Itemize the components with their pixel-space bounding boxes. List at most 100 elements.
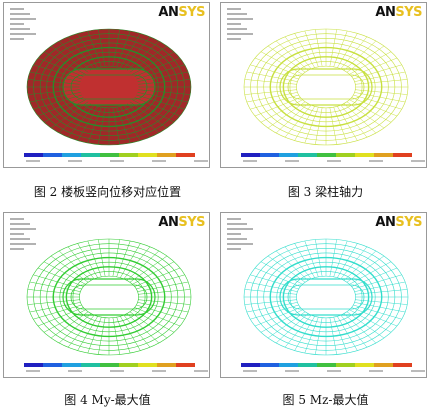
- mesh-radial: [260, 99, 303, 123]
- mesh-radial: [254, 267, 301, 287]
- logo: ANSYS: [375, 5, 422, 20]
- colorbar-segment: [62, 363, 81, 367]
- mesh-radial: [275, 313, 309, 344]
- mesh-radial: [87, 107, 102, 144]
- colorbar-segment: [260, 363, 279, 367]
- colorbar-segment: [279, 363, 298, 367]
- logo-part: AN: [158, 5, 179, 20]
- mesh-radial: [134, 267, 181, 287]
- mesh-radial: [33, 64, 82, 80]
- mesh-radial: [354, 71, 406, 82]
- mesh-radial: [353, 304, 402, 320]
- mesh-radial: [284, 314, 312, 348]
- mesh-radial: [333, 30, 348, 67]
- mesh-radial: [43, 99, 86, 123]
- mesh-radial: [67, 104, 95, 138]
- mesh-radial: [351, 57, 398, 77]
- logo-part: AN: [375, 215, 396, 230]
- mesh-radial: [27, 289, 80, 295]
- logo: ANSYS: [375, 215, 422, 230]
- mesh-radial: [136, 274, 185, 290]
- mesh-radial: [351, 267, 398, 287]
- mesh-radial: [351, 307, 398, 327]
- mesh-radial: [267, 311, 306, 339]
- mesh-radial: [50, 101, 89, 129]
- mesh-radial: [137, 92, 189, 103]
- colorbar-segment: [138, 363, 157, 367]
- logo-part: SYS: [178, 215, 205, 230]
- mesh-radial: [294, 33, 315, 68]
- mesh-radial: [50, 311, 89, 339]
- mesh-radial: [284, 246, 312, 280]
- mesh-radial: [349, 99, 392, 123]
- mesh-radial: [137, 71, 189, 82]
- mesh-radial: [98, 29, 106, 67]
- colorbar-segment: [24, 153, 43, 157]
- mesh-radial: [67, 314, 95, 348]
- mesh-radial: [132, 99, 175, 123]
- mesh-radial: [349, 261, 392, 285]
- colorbar-segment: [241, 153, 260, 157]
- colorbar-segment: [100, 363, 119, 367]
- mesh-radial: [37, 267, 84, 287]
- mesh-radial: [294, 243, 315, 278]
- mesh-radial: [244, 89, 297, 95]
- caption: 图 3 梁柱轴力: [287, 185, 364, 199]
- colorbar-segment: [336, 363, 355, 367]
- mesh-radial: [337, 316, 358, 351]
- colorbar-segment: [138, 153, 157, 157]
- mesh-radial: [112, 107, 120, 145]
- colorbar-segment: [279, 153, 298, 157]
- figure-panel: ANSYS: [3, 2, 210, 168]
- mesh-radial: [77, 243, 98, 278]
- plot: [227, 218, 425, 372]
- mesh-radial: [315, 317, 323, 355]
- mesh-radial: [136, 94, 185, 110]
- mesh-radial: [112, 317, 120, 355]
- mesh-radial: [284, 36, 312, 70]
- mesh-radial: [50, 255, 89, 283]
- mesh-radial: [349, 51, 392, 75]
- colorbar-segment: [62, 153, 81, 157]
- mesh-radial: [29, 71, 81, 82]
- colorbar-segment: [176, 153, 195, 157]
- mesh-radial: [116, 240, 131, 277]
- mesh-radial: [58, 250, 92, 281]
- mesh-radial: [284, 104, 312, 138]
- mesh-radial: [58, 103, 92, 134]
- mesh-radial: [67, 246, 95, 280]
- mesh-radial: [254, 307, 301, 327]
- logo: ANSYS: [158, 215, 205, 230]
- mesh-radial: [37, 57, 84, 77]
- mesh-radial: [333, 240, 348, 277]
- mesh-radial: [355, 79, 408, 85]
- mesh-radial: [29, 281, 81, 292]
- colorbar-segment: [298, 153, 317, 157]
- mesh-radial: [58, 313, 92, 344]
- colorbar-segment: [317, 153, 336, 157]
- mesh-radial: [250, 64, 299, 80]
- figure-panel: ANSYS: [3, 212, 210, 378]
- logo-part: AN: [375, 5, 396, 20]
- inner-track: [287, 74, 365, 100]
- mesh-radial: [43, 51, 86, 75]
- mesh-radial: [120, 243, 141, 278]
- mesh-radial: [138, 89, 191, 95]
- mesh-radial: [67, 36, 95, 70]
- mesh-radial: [246, 92, 298, 103]
- mesh-radial: [116, 107, 131, 144]
- mesh-radial: [138, 299, 191, 305]
- mesh-radial: [304, 240, 319, 277]
- mesh-radial: [33, 94, 82, 110]
- mesh-radial: [304, 107, 319, 144]
- mesh-radial: [343, 313, 377, 344]
- mesh-radial: [250, 274, 299, 290]
- colorbar-segment: [317, 363, 336, 367]
- logo-part: SYS: [395, 215, 422, 230]
- mesh-radial: [98, 317, 106, 355]
- mesh-radial: [355, 289, 408, 295]
- mesh-radial: [329, 29, 337, 67]
- mesh-radial: [98, 107, 106, 145]
- mesh-radial: [77, 316, 98, 351]
- mesh-radial: [244, 299, 297, 305]
